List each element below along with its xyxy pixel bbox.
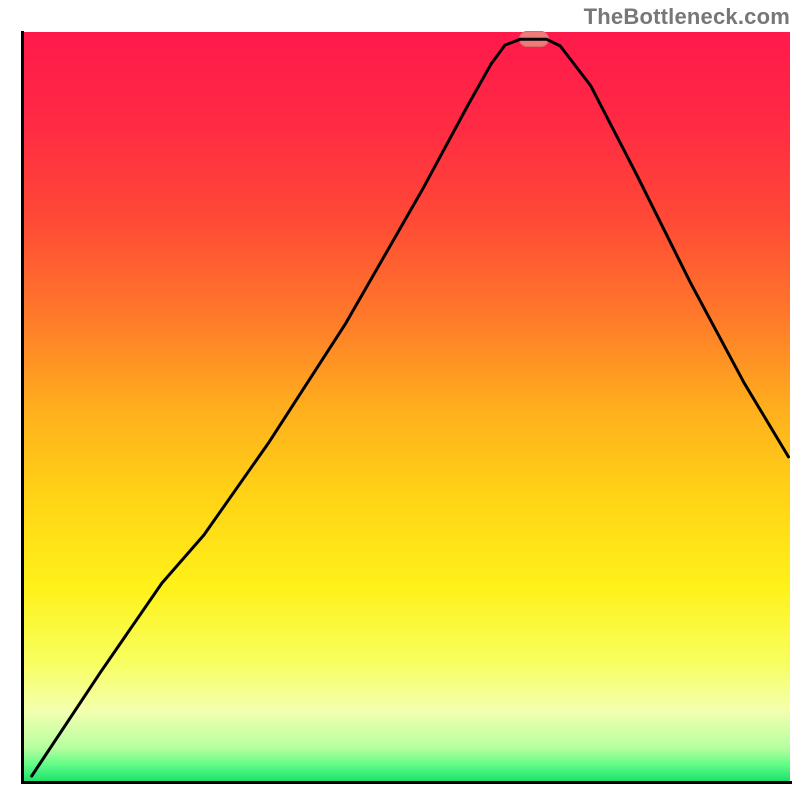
y-axis (21, 31, 24, 783)
plot-area (0, 32, 800, 782)
watermark-text: TheBottleneck.com (584, 4, 790, 30)
optimal-marker (519, 31, 549, 47)
gradient-background (24, 32, 790, 782)
chart-root: TheBottleneck.com (0, 0, 800, 800)
x-axis (21, 781, 792, 784)
